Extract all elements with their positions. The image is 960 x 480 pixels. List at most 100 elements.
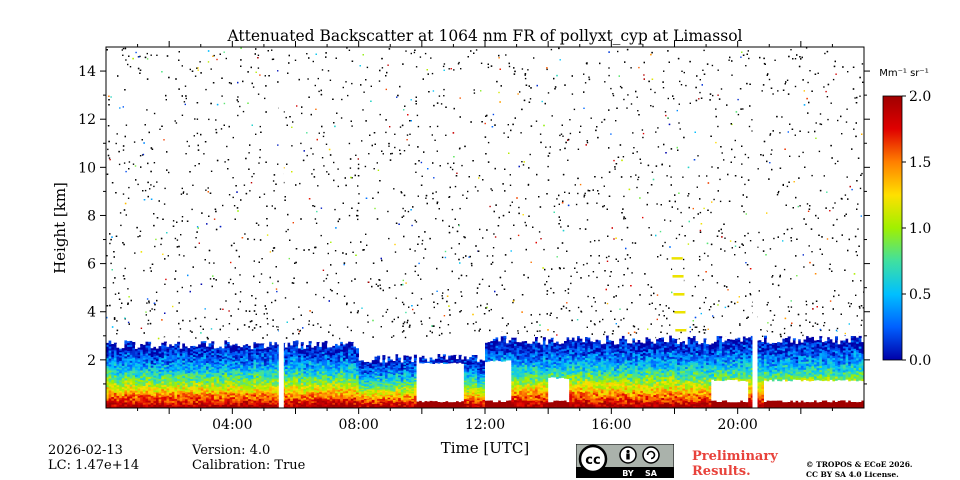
noise-speckle (165, 99, 167, 101)
noise-speckle (255, 71, 257, 73)
backscatter-cell (119, 390, 123, 393)
noise-speckle (506, 332, 508, 334)
noise-speckle (674, 200, 676, 203)
noise-speckle (812, 302, 814, 305)
backscatter-cell (113, 379, 117, 382)
noise-speckle (292, 318, 295, 320)
noise-speckle (477, 190, 479, 192)
noise-speckle (707, 182, 710, 184)
noise-speckle (125, 124, 128, 126)
noise-speckle (342, 252, 344, 254)
noise-speckle (283, 111, 285, 113)
noise-speckle (564, 290, 567, 292)
backscatter-cell (121, 363, 125, 366)
noise-speckle (791, 227, 793, 230)
noise-speckle (588, 190, 591, 192)
noise-speckle (698, 175, 700, 177)
noise-speckle (204, 308, 206, 310)
backscatter-cell (145, 337, 149, 340)
backscatter-cell (153, 400, 157, 403)
noise-speckle (143, 199, 146, 201)
backscatter-cell (121, 365, 125, 368)
noise-speckle (528, 215, 530, 217)
noise-speckle (802, 334, 804, 337)
noise-speckle (345, 253, 347, 255)
noise-speckle (163, 336, 166, 338)
noise-speckle (141, 154, 144, 156)
noise-speckle (468, 176, 470, 178)
noise-speckle (659, 254, 662, 256)
noise-speckle (241, 237, 244, 239)
backscatter-cell (121, 379, 125, 382)
noise-speckle (812, 308, 814, 310)
noise-speckle (798, 155, 800, 158)
noise-speckle (662, 81, 664, 83)
noise-speckle (155, 291, 158, 293)
noise-speckle (678, 122, 680, 124)
noise-speckle (236, 207, 239, 209)
noise-speckle (648, 80, 650, 83)
noise-speckle (595, 129, 597, 132)
noise-speckle (232, 283, 234, 285)
noise-speckle (234, 267, 236, 269)
noise-speckle (299, 182, 301, 185)
noise-speckle (199, 61, 201, 63)
noise-speckle (144, 189, 147, 192)
noise-speckle (711, 166, 713, 168)
noise-speckle (698, 331, 701, 333)
backscatter-cell (113, 386, 117, 389)
noise-speckle (182, 191, 185, 193)
backscatter-cell (119, 397, 123, 400)
backscatter-cell (121, 395, 125, 398)
noise-speckle (461, 164, 463, 167)
noise-speckle (415, 100, 417, 102)
backscatter-cell (111, 391, 115, 394)
noise-speckle (503, 132, 505, 134)
noise-speckle (313, 168, 315, 171)
noise-speckle (370, 85, 372, 87)
noise-speckle (188, 145, 190, 147)
noise-speckle (165, 278, 167, 281)
noise-speckle (508, 65, 511, 68)
noise-speckle (844, 215, 846, 217)
backscatter-cell (111, 375, 115, 379)
noise-speckle (378, 279, 380, 281)
noise-speckle (671, 291, 673, 294)
noise-speckle (848, 323, 850, 325)
backscatter-cell (111, 355, 115, 358)
noise-speckle (492, 255, 494, 257)
noise-speckle (729, 56, 731, 59)
noise-speckle (124, 135, 126, 138)
backscatter-cell (127, 376, 131, 379)
noise-speckle (666, 175, 668, 177)
noise-speckle (367, 314, 369, 317)
backscatter-cell (124, 398, 128, 401)
noise-speckle (596, 276, 598, 279)
noise-speckle (636, 186, 638, 189)
noise-speckle (478, 330, 480, 332)
noise-speckle (467, 56, 469, 58)
noise-speckle (749, 83, 751, 85)
noise-speckle (143, 269, 145, 272)
noise-speckle (139, 155, 142, 157)
noise-speckle (160, 243, 162, 246)
noise-speckle (562, 305, 565, 308)
noise-speckle (711, 264, 713, 266)
backscatter-cell (161, 373, 165, 376)
noise-speckle (176, 246, 179, 248)
noise-speckle (761, 90, 763, 92)
noise-speckle (295, 248, 298, 250)
noise-speckle (499, 68, 501, 70)
noise-speckle (381, 57, 383, 60)
noise-speckle (525, 224, 527, 227)
noise-speckle (441, 297, 444, 300)
noise-speckle (684, 235, 686, 237)
noise-speckle (549, 146, 551, 148)
noise-speckle (799, 130, 801, 132)
noise-speckle (660, 204, 662, 206)
noise-speckle (844, 269, 846, 271)
noise-speckle (488, 310, 490, 312)
backscatter-cell (182, 371, 186, 375)
backscatter-cell (185, 382, 188, 385)
noise-speckle (577, 148, 580, 150)
